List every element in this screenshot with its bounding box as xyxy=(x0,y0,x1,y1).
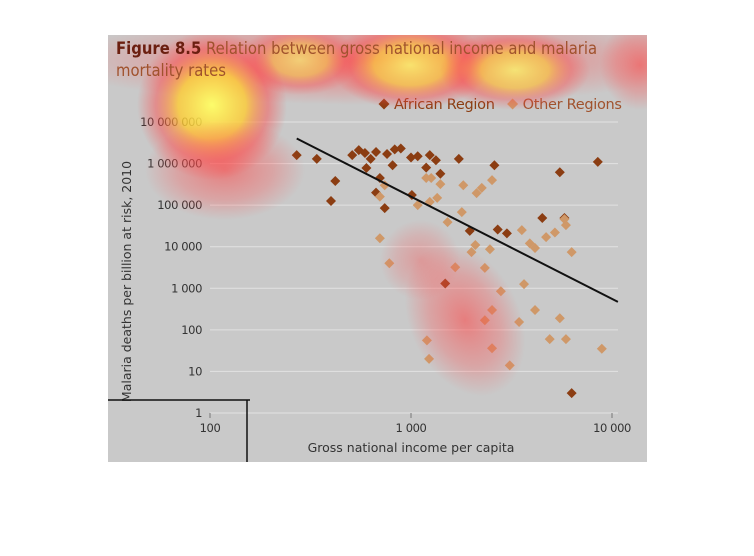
data-point xyxy=(395,143,406,154)
data-point xyxy=(432,192,443,203)
data-point xyxy=(560,334,571,345)
data-point xyxy=(592,156,603,167)
data-point xyxy=(365,153,376,164)
data-point xyxy=(554,167,565,178)
y-tick-label: 10 000 xyxy=(164,240,202,254)
data-point xyxy=(458,180,469,191)
data-point xyxy=(374,191,385,202)
data-point xyxy=(421,162,432,173)
data-point xyxy=(501,228,512,239)
data-point xyxy=(544,334,555,345)
data-point xyxy=(549,227,560,238)
data-point xyxy=(330,176,341,187)
data-point xyxy=(430,155,441,166)
data-point xyxy=(453,153,464,164)
data-point xyxy=(566,247,577,258)
data-point xyxy=(382,148,393,159)
chart-title: Figure 8.5 Relation between gross nation… xyxy=(116,38,636,82)
data-point xyxy=(566,388,577,399)
data-point xyxy=(541,232,552,243)
data-point xyxy=(554,313,565,324)
data-point xyxy=(516,225,527,236)
y-tick-label: 100 000 xyxy=(157,198,202,212)
data-point xyxy=(435,168,446,179)
data-point xyxy=(347,150,358,161)
y-tick-label: 100 xyxy=(181,323,202,337)
x-tick-label: 1 000 xyxy=(396,421,427,435)
x-tick-label: 10 000 xyxy=(593,421,631,435)
y-tick-label: 10 xyxy=(188,364,202,378)
legend-label: Other Regions xyxy=(523,97,622,113)
data-point xyxy=(359,147,370,158)
data-point xyxy=(487,175,498,186)
y-tick-label: 1 000 000 xyxy=(147,157,202,171)
y-tick-label: 10 000 000 xyxy=(140,115,202,129)
x-tick-label: 100 xyxy=(200,421,221,435)
data-point xyxy=(471,188,482,199)
data-point xyxy=(371,146,382,157)
data-point xyxy=(560,220,571,231)
data-point xyxy=(530,305,541,316)
data-point xyxy=(596,343,607,354)
data-point xyxy=(476,182,487,193)
y-tick-label: 1 xyxy=(195,406,202,420)
data-point xyxy=(311,153,322,164)
figure-label: Figure 8.5 xyxy=(116,39,202,58)
legend-label: African Region xyxy=(394,97,495,113)
y-axis-label: Malaria deaths per billion at risk, 2010 xyxy=(119,161,134,402)
data-point xyxy=(406,152,416,163)
data-point xyxy=(424,150,435,161)
y-tick-label: 1 000 xyxy=(171,281,202,295)
data-point xyxy=(426,172,437,183)
data-point xyxy=(412,200,423,211)
data-point xyxy=(379,203,390,214)
x-axis-label: Gross national income per capita xyxy=(308,440,515,455)
data-point xyxy=(361,163,372,174)
data-point xyxy=(489,160,500,171)
data-point xyxy=(412,151,423,162)
data-point xyxy=(435,179,446,190)
data-point xyxy=(456,207,467,218)
data-point xyxy=(524,238,535,249)
data-point xyxy=(537,213,548,224)
data-point xyxy=(389,144,400,155)
data-point xyxy=(387,160,398,171)
data-point xyxy=(492,224,503,235)
data-point xyxy=(326,195,337,206)
